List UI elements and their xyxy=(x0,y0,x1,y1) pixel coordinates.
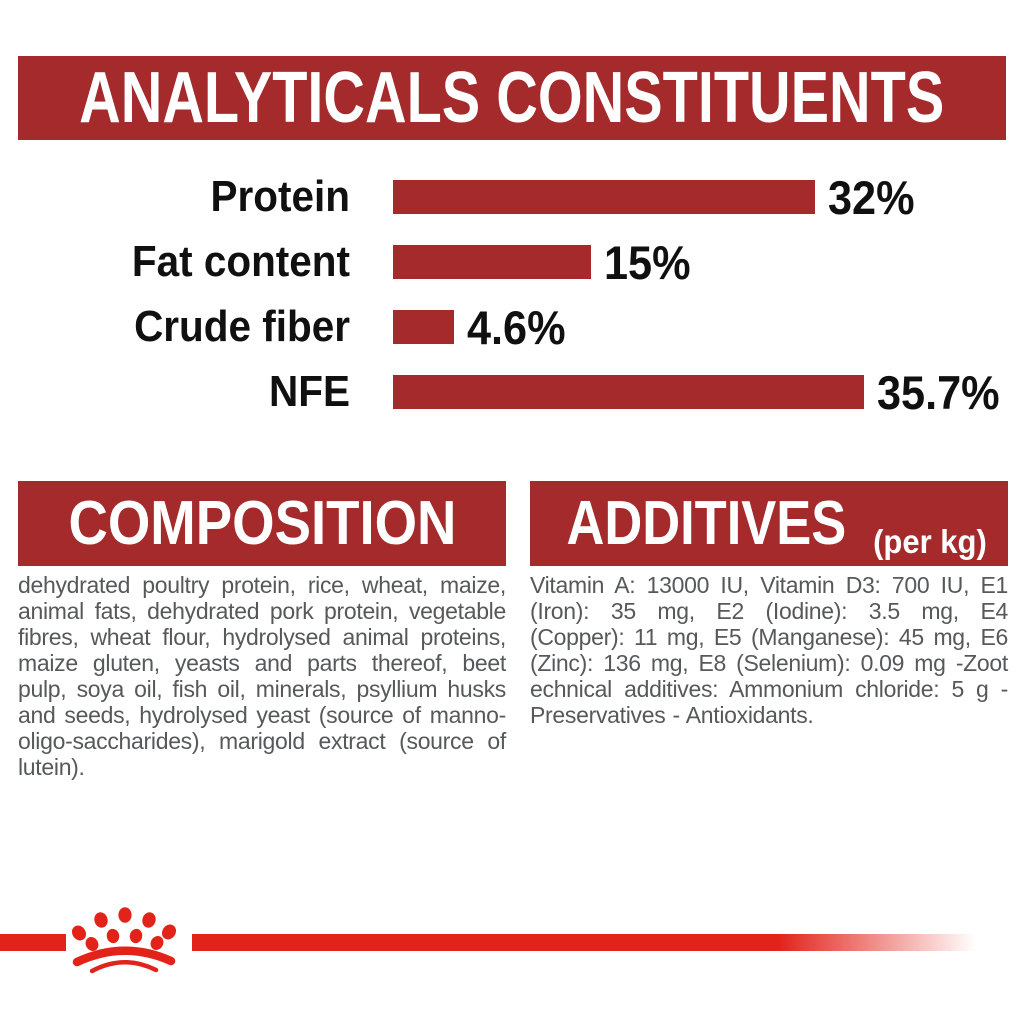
page-title: ANALYTICALS CONSTITUENTS xyxy=(79,58,945,138)
additives-heading-suffix: (per kg) xyxy=(873,523,987,560)
chart-value-label: 32% xyxy=(828,170,915,224)
analytical-constituents-chart: Protein 32% Fat content 15% Crude fiber 4.6% N… xyxy=(0,171,1024,440)
chart-row: Fat content 15% xyxy=(0,236,1024,289)
footer-red-line-right xyxy=(192,934,984,951)
chart-row: Protein 32% xyxy=(0,171,1024,224)
chart-bar xyxy=(393,180,816,214)
composition-banner: COMPOSITION xyxy=(18,481,506,566)
chart-row: NFE 35.7% xyxy=(0,366,1024,419)
composition-text: dehydrated poultry protein, rice, wheat,… xyxy=(18,572,506,780)
chart-category-label: Crude fiber xyxy=(134,302,350,351)
additives-heading-group: ADDITIVES (per kg) xyxy=(551,488,987,560)
additives-text: Vitamin A: 13000 IU, Vitamin D3: 700 IU,… xyxy=(530,572,1008,728)
additives-heading: ADDITIVES xyxy=(566,489,847,558)
additives-banner: ADDITIVES (per kg) xyxy=(530,481,1008,566)
analytical-constituents-banner: ANALYTICALS CONSTITUENTS xyxy=(18,56,1006,140)
royal-canin-crown-icon xyxy=(71,907,177,974)
chart-value-label: 35.7% xyxy=(877,365,1000,419)
chart-value-label: 15% xyxy=(603,235,691,289)
footer-red-line-left xyxy=(0,934,66,951)
chart-bar xyxy=(393,310,454,344)
chart-bar xyxy=(393,245,591,279)
chart-value-label: 4.6% xyxy=(466,300,566,354)
chart-category-label: Protein xyxy=(210,172,350,221)
chart-category-label: Fat content xyxy=(131,237,350,286)
chart-bar xyxy=(393,375,864,409)
chart-category-label: NFE xyxy=(269,367,350,416)
chart-row: Crude fiber 4.6% xyxy=(0,301,1024,354)
composition-heading: COMPOSITION xyxy=(68,489,456,558)
